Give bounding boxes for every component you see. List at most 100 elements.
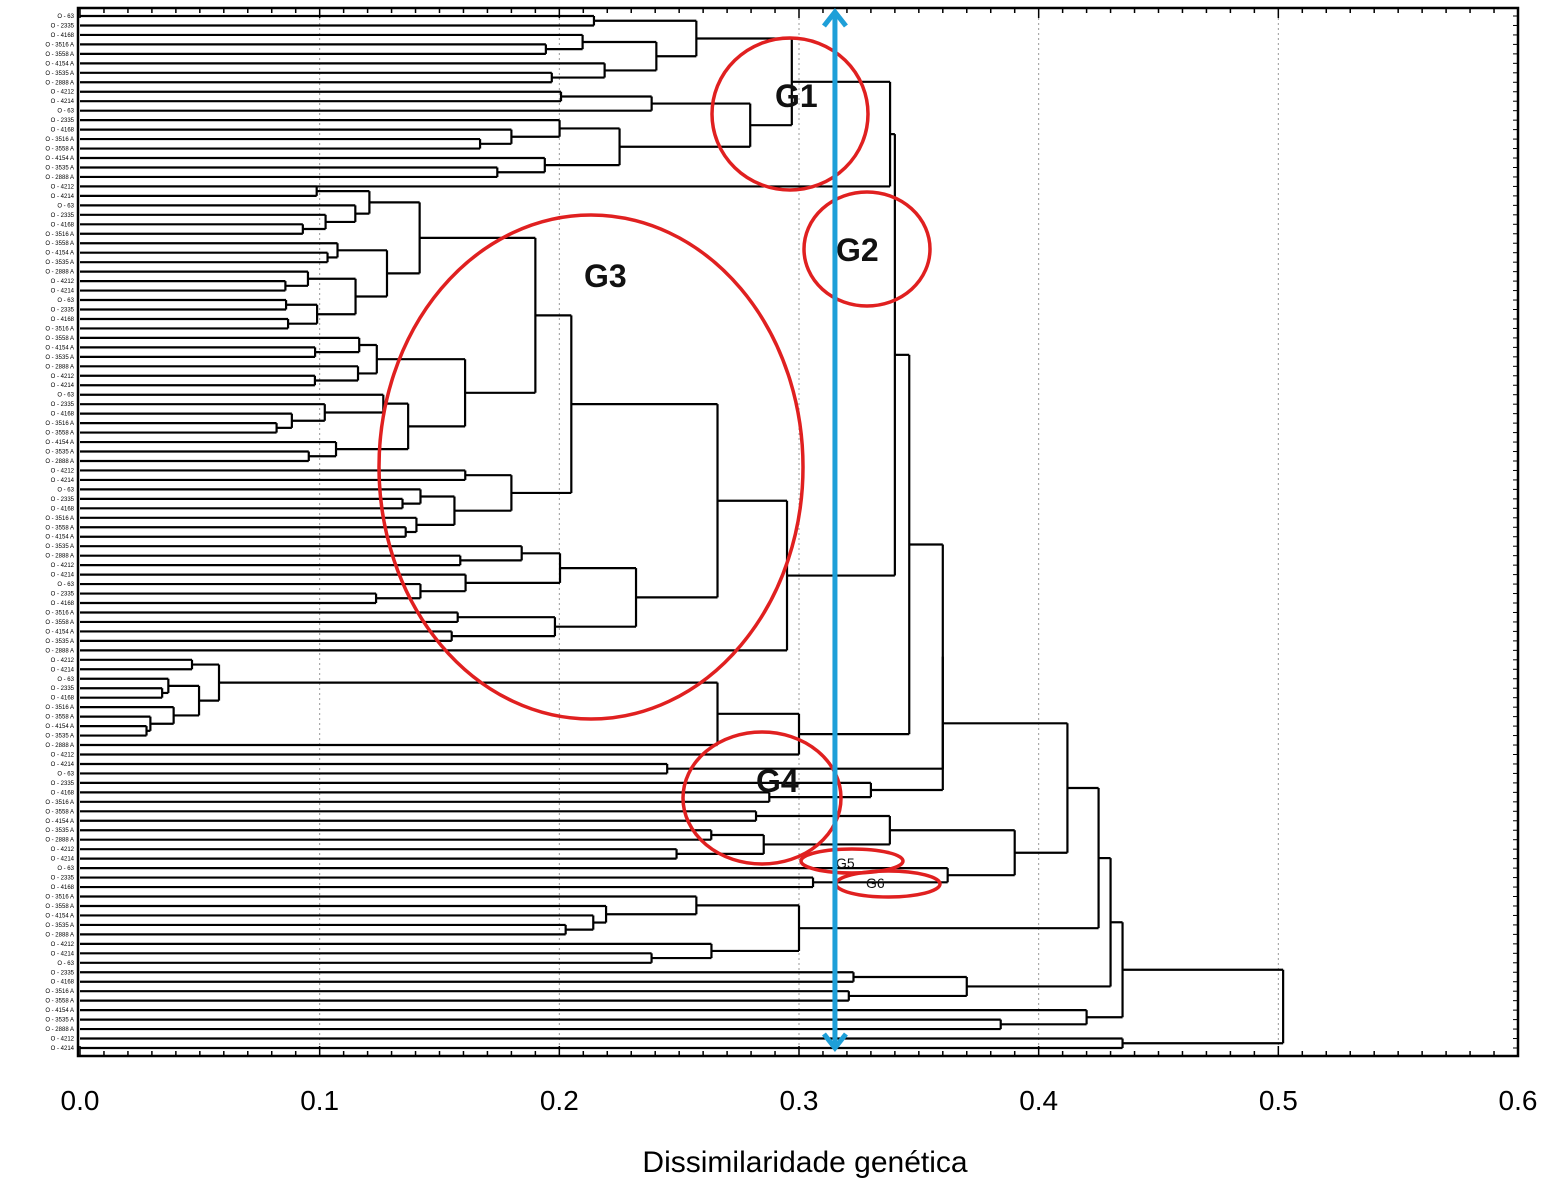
leaf-label: O - 3535 A <box>45 355 74 361</box>
leaf-label: O - 4212 <box>51 752 75 758</box>
leaf-label: O - 4168 <box>51 506 75 512</box>
leaf-label: O - 4154 A <box>45 629 74 635</box>
leaf-label: O - 4212 <box>51 563 75 569</box>
leaf-label: O - 4168 <box>51 885 75 891</box>
leaf-label: O - 63 <box>57 771 74 777</box>
leaf-label: O - 2335 <box>51 686 75 692</box>
group-g2-ellipse <box>802 190 932 308</box>
group-g6-ellipse <box>834 869 942 899</box>
leaf-label: O - 4168 <box>51 790 75 796</box>
leaf-label: O - 4214 <box>51 1046 75 1052</box>
group-g4-label: G4 <box>756 763 799 799</box>
leaf-label: O - 4214 <box>51 99 75 105</box>
leaf-label: O - 3558 A <box>45 525 74 531</box>
leaf-label: O - 3516 A <box>45 800 74 806</box>
leaf-label: O - 4154 A <box>45 440 74 446</box>
leaf-label: O - 2888 A <box>45 1027 74 1033</box>
leaf-label: O - 4168 <box>51 128 75 134</box>
leaf-label: O - 4168 <box>51 222 75 228</box>
leaf-label: O - 3558 A <box>45 620 74 626</box>
leaf-label: O - 4212 <box>51 847 75 853</box>
leaf-label: O - 3558 A <box>45 999 74 1005</box>
leaf-label: O - 4212 <box>51 184 75 190</box>
x-tick-label: 0.4 <box>1019 1085 1058 1116</box>
leaf-label: O - 4214 <box>51 194 75 200</box>
leaf-label: O - 2888 A <box>45 364 74 370</box>
leaf-label: O - 4212 <box>51 658 75 664</box>
leaf-label: O - 3516 A <box>45 137 74 143</box>
leaf-label: O - 4154 A <box>45 251 74 257</box>
group-g5-label: G5 <box>836 855 855 871</box>
leaf-label: O - 63 <box>57 866 74 872</box>
leaf-label: O - 3535 A <box>45 639 74 645</box>
leaf-label: O - 4214 <box>51 573 75 579</box>
leaf-label: O - 4212 <box>51 374 75 380</box>
leaf-label: O - 4214 <box>51 383 75 389</box>
leaf-label: O - 4212 <box>51 468 75 474</box>
leaf-label: O - 4154 A <box>45 913 74 919</box>
leaf-label: O - 3535 A <box>45 450 74 456</box>
leaf-label: O - 3558 A <box>45 241 74 247</box>
leaf-label: O - 4154 A <box>45 535 74 541</box>
leaf-label: O - 2335 <box>51 876 75 882</box>
leaf-label: O - 4154 A <box>45 156 74 162</box>
leaf-label: O - 3558 A <box>45 431 74 437</box>
x-tick-label: 0.5 <box>1259 1085 1298 1116</box>
leaf-label: O - 4168 <box>51 980 75 986</box>
leaf-label: O - 4214 <box>51 951 75 957</box>
leaf-label: O - 3558 A <box>45 904 74 910</box>
group-g6-label: G6 <box>866 875 885 891</box>
leaf-label: O - 63 <box>57 109 74 115</box>
leaf-label: O - 2335 <box>51 592 75 598</box>
x-tick-labels: 0.0 0.1 0.2 0.3 0.4 0.5 0.6 <box>61 1085 1538 1116</box>
cut-line <box>821 7 848 1053</box>
leaf-label: O - 2335 <box>51 213 75 219</box>
leaf-label: O - 3535 A <box>45 71 74 77</box>
leaf-label: O - 3558 A <box>45 715 74 721</box>
cut-line-arrow-top <box>821 7 848 28</box>
leaf-label: O - 3516 A <box>45 895 74 901</box>
x-tick-label: 0.0 <box>61 1085 100 1116</box>
leaf-label: O - 4214 <box>51 857 75 863</box>
leaf-label: O - 4168 <box>51 33 75 39</box>
leaf-label: O - 2888 A <box>45 932 74 938</box>
leaf-label: O - 63 <box>57 677 74 683</box>
group-g3-ellipse <box>377 213 805 721</box>
minor-ticks <box>79 8 1519 1056</box>
leaf-label: O - 2888 A <box>45 648 74 654</box>
leaf-label: O - 63 <box>57 203 74 209</box>
leaf-label: O - 4168 <box>51 317 75 323</box>
leaf-label: O - 2335 <box>51 497 75 503</box>
leaf-label: O - 3516 A <box>45 705 74 711</box>
leaf-label: O - 4154 A <box>45 61 74 67</box>
leaf-label: O - 3535 A <box>45 828 74 834</box>
leaf-label: O - 4154 A <box>45 819 74 825</box>
dendrogram-tree <box>80 14 1285 1050</box>
leaf-label: O - 3558 A <box>45 52 74 58</box>
leaf-label: O - 3535 A <box>45 165 74 171</box>
group-g1-label: G1 <box>775 78 818 114</box>
leaf-label: O - 4214 <box>51 762 75 768</box>
cut-line-arrow-bottom <box>821 1032 848 1053</box>
leaf-label: O - 3516 A <box>45 516 74 522</box>
leaf-label: O - 2888 A <box>45 838 74 844</box>
leaf-label: O - 3516 A <box>45 421 74 427</box>
leaf-label: O - 4168 <box>51 412 75 418</box>
leaf-label: O - 2888 A <box>45 175 74 181</box>
x-axis-title: Dissimilaridade genética <box>642 1146 967 1179</box>
leaf-label: O - 3558 A <box>45 147 74 153</box>
leaf-label: O - 3558 A <box>45 809 74 815</box>
leaf-label: O - 3535 A <box>45 923 74 929</box>
leaf-label: O - 3516 A <box>45 42 74 48</box>
leaf-label: O - 3535 A <box>45 734 74 740</box>
group-g3-label: G3 <box>584 258 627 294</box>
leaf-label: O - 2888 A <box>45 554 74 560</box>
leaf-label: O - 4212 <box>51 942 75 948</box>
leaf-label: O - 3516 A <box>45 989 74 995</box>
leaf-label: O - 2335 <box>51 781 75 787</box>
leaf-label: O - 3516 A <box>45 232 74 238</box>
group-g4-ellipse <box>681 730 843 866</box>
leaf-label: O - 3516 A <box>45 326 74 332</box>
leaf-label: O - 4214 <box>51 667 75 673</box>
